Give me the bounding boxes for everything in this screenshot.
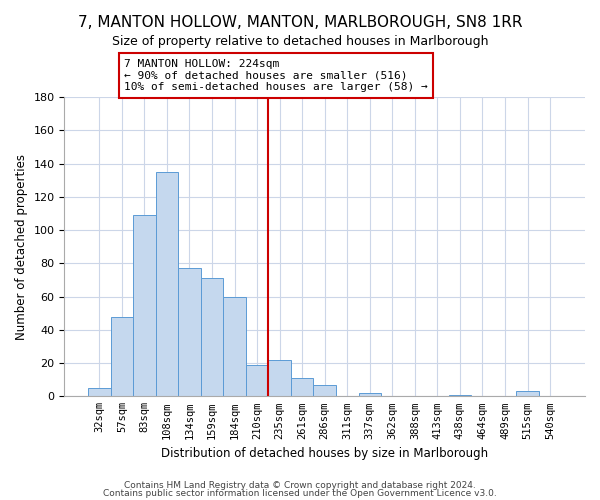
Bar xyxy=(223,296,246,396)
Text: 7, MANTON HOLLOW, MANTON, MARLBOROUGH, SN8 1RR: 7, MANTON HOLLOW, MANTON, MARLBOROUGH, S… xyxy=(78,15,522,30)
Bar xyxy=(246,364,268,396)
Bar xyxy=(88,388,110,396)
Text: 7 MANTON HOLLOW: 224sqm
← 90% of detached houses are smaller (516)
10% of semi-d: 7 MANTON HOLLOW: 224sqm ← 90% of detache… xyxy=(124,59,428,92)
Bar xyxy=(449,394,471,396)
X-axis label: Distribution of detached houses by size in Marlborough: Distribution of detached houses by size … xyxy=(161,447,488,460)
Bar xyxy=(268,360,291,397)
Text: Contains public sector information licensed under the Open Government Licence v3: Contains public sector information licen… xyxy=(103,489,497,498)
Y-axis label: Number of detached properties: Number of detached properties xyxy=(15,154,28,340)
Bar xyxy=(178,268,201,396)
Text: Size of property relative to detached houses in Marlborough: Size of property relative to detached ho… xyxy=(112,35,488,48)
Bar xyxy=(291,378,313,396)
Text: Contains HM Land Registry data © Crown copyright and database right 2024.: Contains HM Land Registry data © Crown c… xyxy=(124,480,476,490)
Bar xyxy=(313,384,336,396)
Bar xyxy=(133,215,155,396)
Bar xyxy=(516,392,539,396)
Bar xyxy=(110,316,133,396)
Bar xyxy=(201,278,223,396)
Bar xyxy=(155,172,178,396)
Bar xyxy=(359,393,381,396)
